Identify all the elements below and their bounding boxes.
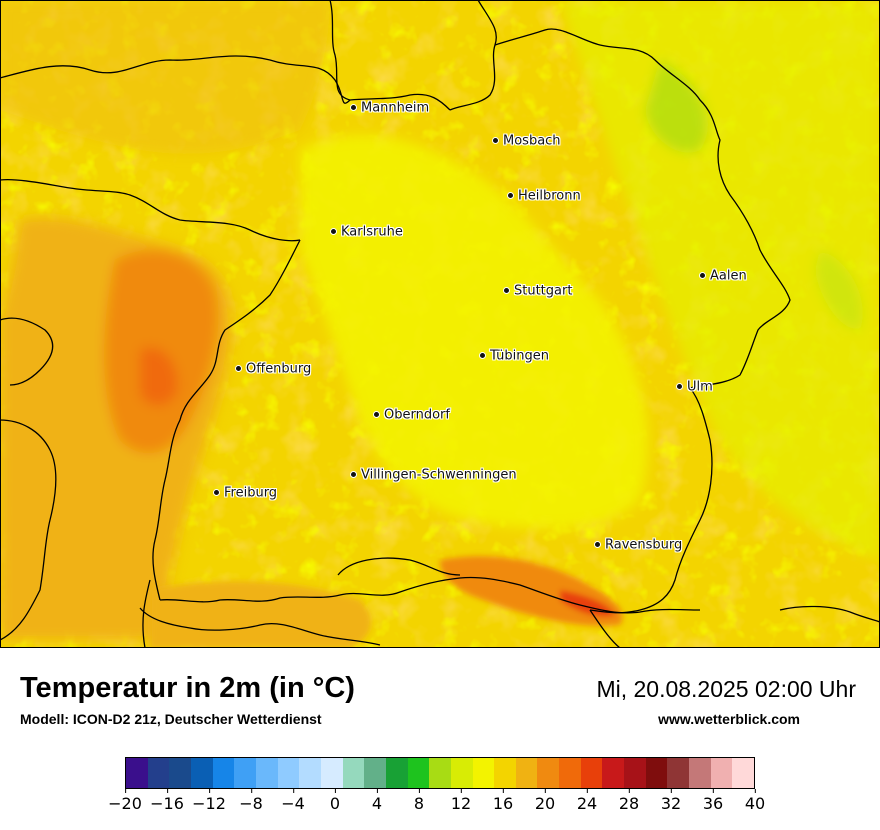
colorbar-tick-label: 4 — [371, 789, 383, 813]
colorbar-tick-label: 24 — [576, 789, 598, 813]
temperature-map[interactable]: Mannheim Mosbach Heilbronn Karlsruhe Stu… — [0, 0, 880, 648]
colorbar-segment — [580, 758, 603, 788]
map-title: Temperatur in 2m (in °C) — [20, 672, 355, 704]
colorbar-segment — [342, 758, 365, 788]
colorbar-segment — [407, 758, 430, 788]
colorbar-segment — [537, 758, 560, 788]
colorbar-segment — [364, 758, 386, 788]
colorbar-segment — [494, 758, 516, 788]
colorbar-segment — [126, 758, 148, 788]
colorbar-tick-label: 28 — [618, 789, 640, 813]
valid-time: Mi, 20.08.2025 02:00 Uhr — [596, 676, 856, 702]
colorbar-segment — [732, 758, 755, 788]
colorbar-segment — [169, 758, 191, 788]
colorbar-segment — [710, 758, 733, 788]
colorbar-tick-label: 20 — [534, 789, 556, 813]
website-link[interactable]: www.wetterblick.com — [658, 711, 800, 727]
colorbar-tick-label: −4 — [281, 789, 305, 813]
colorbar-tick-label: −16 — [150, 789, 184, 813]
colorbar-segment — [190, 758, 213, 788]
colorbar-segment — [255, 758, 278, 788]
rhine-valley-warm-area — [0, 0, 330, 640]
colorbar-segment — [450, 758, 473, 788]
colorbar-tick-label: 36 — [702, 789, 724, 813]
temperature-colorbar — [125, 757, 755, 789]
colorbar-segment — [515, 758, 538, 788]
colorbar-segment — [385, 758, 408, 788]
colorbar-segment — [559, 758, 581, 788]
colorbar-segment — [602, 758, 625, 788]
colorbar-tick-label: −12 — [192, 789, 226, 813]
colorbar-tick-label: 16 — [492, 789, 514, 813]
border-lines — [0, 0, 880, 648]
colorbar-segment — [277, 758, 300, 788]
colorbar-segment — [212, 758, 235, 788]
lake-constance-warm-area — [150, 556, 623, 648]
colorbar-segment — [624, 758, 646, 788]
warm-yellow-areas — [300, 0, 880, 560]
colorbar-segment — [429, 758, 451, 788]
colorbar-tick-label: 12 — [450, 789, 472, 813]
map-footer: Temperatur in 2m (in °C) Modell: ICON-D2… — [0, 648, 880, 830]
model-info: Modell: ICON-D2 21z, Deutscher Wetterdie… — [20, 711, 322, 727]
colorbar-tick-label: 0 — [329, 789, 341, 813]
colorbar-tick-label: −20 — [108, 789, 142, 813]
colorbar-tick-label: 32 — [660, 789, 682, 813]
colorbar-segment — [645, 758, 668, 788]
colorbar-segment — [234, 758, 256, 788]
colorbar-segment — [472, 758, 495, 788]
colorbar-tick-label: 40 — [744, 789, 766, 813]
colorbar-segment — [689, 758, 711, 788]
colorbar-tick-label: 8 — [413, 789, 425, 813]
colorbar-segment — [320, 758, 343, 788]
colorbar-segment — [147, 758, 170, 788]
colorbar-segment — [299, 758, 321, 788]
colorbar-segment — [667, 758, 690, 788]
colorbar-tick-label: −8 — [239, 789, 263, 813]
colorbar-ticks: −20 −16 −12 −8 −4 0 4 8 12 16 20 24 28 32 36 40 — [108, 789, 765, 819]
map-canvas — [0, 0, 880, 648]
